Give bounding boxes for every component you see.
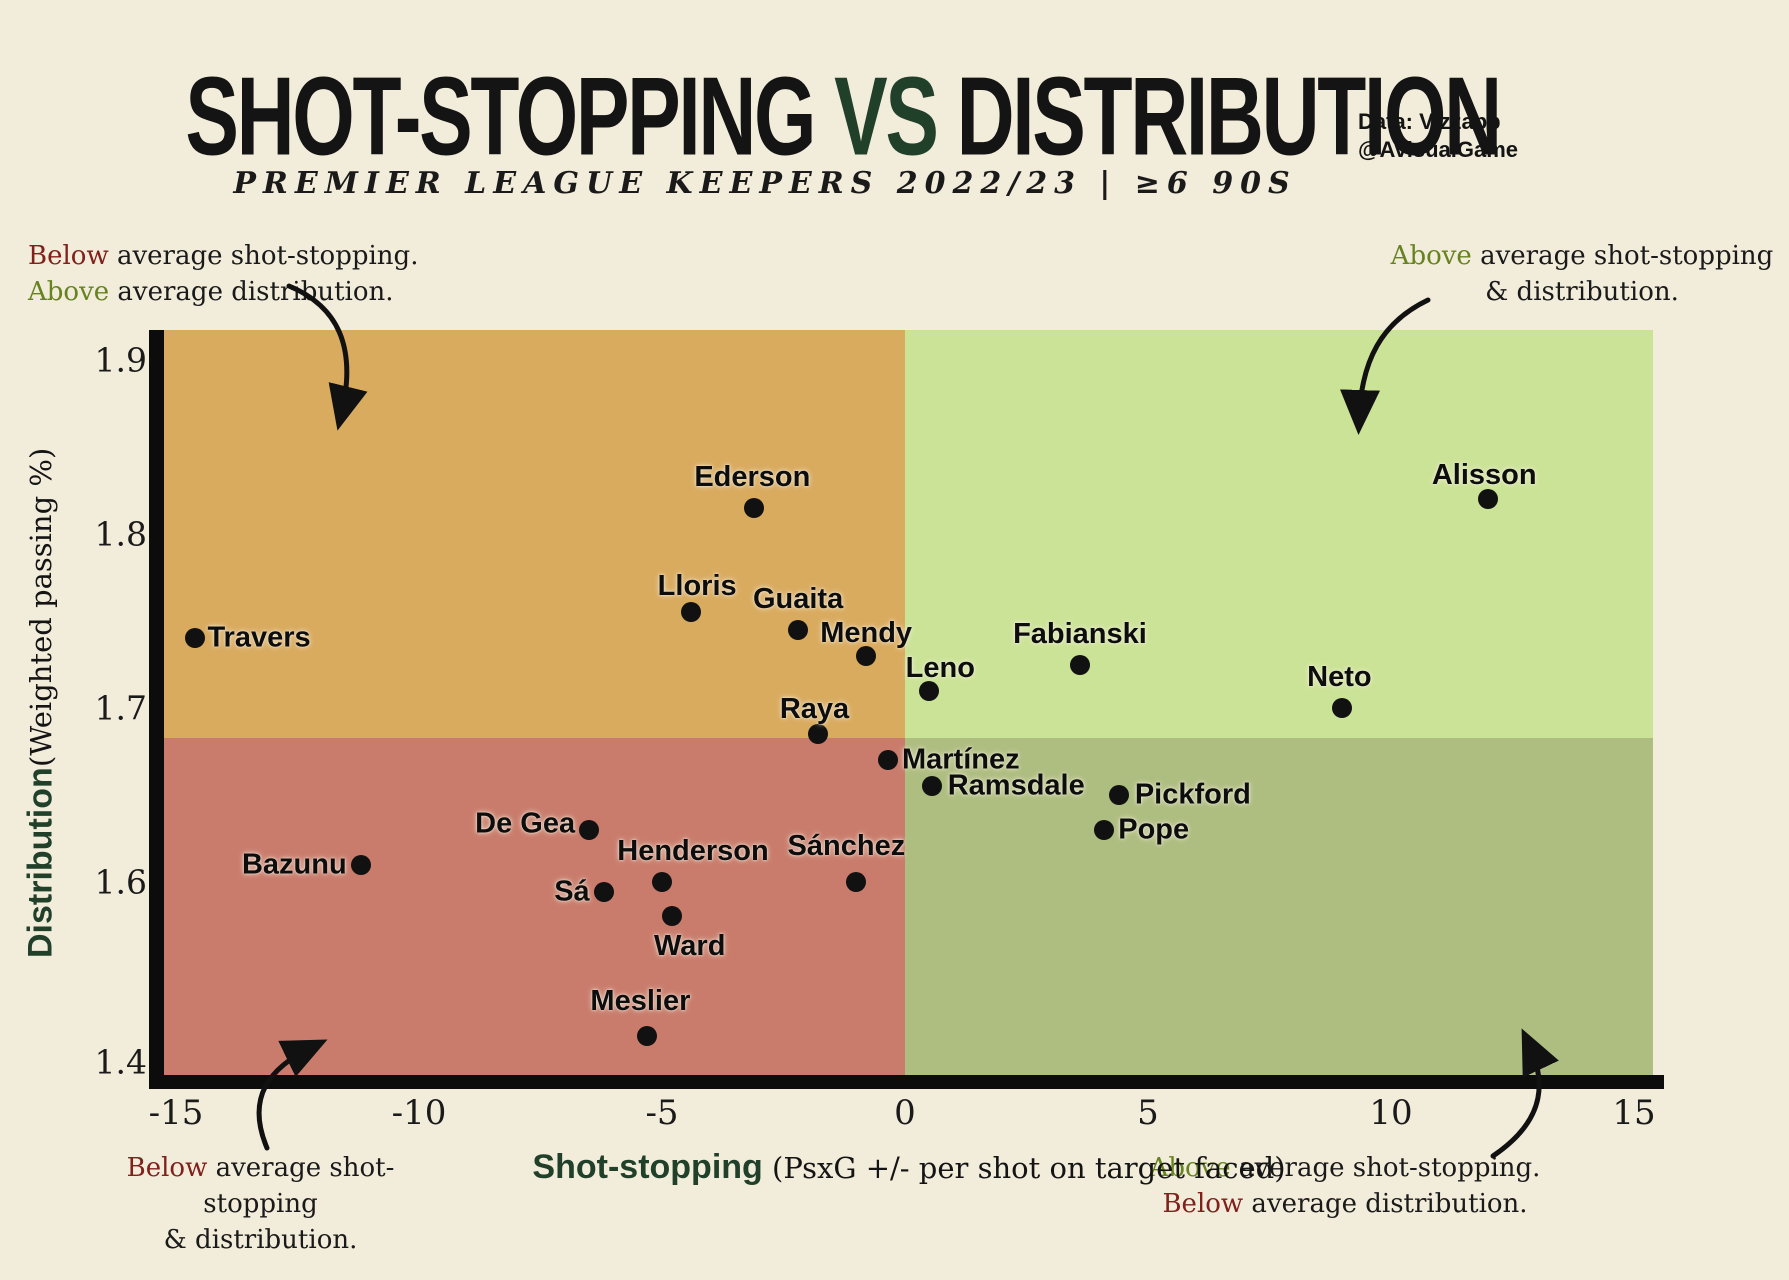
credit-source: Data: Vizzapp <box>1358 109 1501 134</box>
x-axis-title-units: (PsxG +/- per shot on target faced) <box>762 1151 1286 1185</box>
data-point-dot <box>807 724 828 745</box>
data-credit: Data: Vizzapp @AvisualGame <box>1358 108 1518 164</box>
x-tick-label: -5 <box>645 1093 679 1133</box>
y-tick-label: 1.9 <box>94 340 147 380</box>
x-tick-label: 10 <box>1369 1093 1413 1133</box>
data-point-label: Henderson <box>617 835 769 867</box>
data-point-label: Raya <box>779 693 850 726</box>
data-point-dot <box>921 776 942 797</box>
x-tick-label: 15 <box>1612 1093 1656 1133</box>
data-point-dot <box>1069 654 1090 675</box>
data-point-dot <box>856 645 877 666</box>
x-tick-label: -15 <box>148 1093 204 1133</box>
annotation-top-left: Below average shot-stopping. Above avera… <box>28 241 419 307</box>
y-axis-title-units: (Weighted passing %) <box>24 447 58 767</box>
quadrant-bottom-left <box>164 737 905 1075</box>
data-point-dot <box>593 881 614 902</box>
data-point-label: Leno <box>905 651 975 684</box>
quadrant-top-right <box>905 330 1653 738</box>
annotation-word: Below <box>28 241 109 271</box>
data-point-dot <box>846 872 867 892</box>
data-point-dot <box>919 680 940 701</box>
data-point-label: Travers <box>207 621 311 654</box>
data-point-label: Lloris <box>657 570 737 603</box>
quadrant-bottom-right <box>905 737 1653 1075</box>
plot-area: Travers Ederson Lloris Guaita Mendy Leno Fabia… <box>164 330 1653 1075</box>
quadrant-top-left <box>164 330 905 738</box>
data-point-dot <box>788 619 809 640</box>
data-point-label: Ederson <box>694 460 811 493</box>
annotation-word: Below <box>1162 1189 1244 1219</box>
data-point-label: Mendy <box>820 616 913 649</box>
data-point-label: Ward <box>654 929 726 962</box>
title-part2: DISTRIBUTION <box>956 53 1503 179</box>
data-point-label: Guaita <box>752 582 844 615</box>
data-point-dot <box>350 854 371 875</box>
y-axis-title: Distribution (Weighted passing %) <box>8 330 74 1075</box>
title-vs: VS <box>814 53 957 179</box>
x-tick-label: 0 <box>894 1093 916 1133</box>
annotation-top-right: Above average shot-stopping & distributi… <box>1390 241 1774 307</box>
data-point-dot <box>877 750 898 771</box>
data-point-label: Alisson <box>1431 459 1537 492</box>
data-point-label: Neto <box>1307 661 1372 693</box>
data-point-dot <box>1094 819 1115 840</box>
y-tick-label: 1.8 <box>94 514 147 554</box>
data-point-label: Sánchez <box>787 830 906 862</box>
data-point-label: De Gea <box>475 807 576 840</box>
data-point-label: Sá <box>554 875 590 908</box>
data-point-label: Meslier <box>590 985 691 1018</box>
annotation-word: Above <box>1149 1153 1231 1183</box>
annotation-bottom-left: Below average shot-stopping & distributi… <box>126 1153 395 1255</box>
y-tick-label: 1.7 <box>94 688 147 728</box>
title-part1: SHOT-STOPPING <box>185 53 816 179</box>
x-tick-label: -10 <box>391 1093 447 1133</box>
x-tick-label: 5 <box>1137 1093 1159 1133</box>
y-axis-line <box>149 330 164 1089</box>
y-axis-title-main: Distribution <box>21 766 60 958</box>
annotation-word: Above <box>28 277 110 307</box>
data-point-label: Fabianski <box>1013 617 1147 650</box>
data-point-dot <box>652 872 672 892</box>
chart-title: SHOT-STOPPING VS DISTRIBUTION <box>0 54 1502 178</box>
annotation-word: Above <box>1390 241 1472 271</box>
data-point-dot <box>1478 489 1499 510</box>
y-tick-label: 1.4 <box>94 1042 147 1082</box>
chart-subtitle: PREMIER LEAGUE KEEPERS 2022/23 | ≥6 90S <box>233 166 1297 201</box>
credit-handle: @AvisualGame <box>1358 137 1519 162</box>
data-point-dot <box>579 819 600 840</box>
data-point-label: Martínez <box>901 743 1020 776</box>
annotation-word: Below <box>126 1153 208 1183</box>
data-point-label: Bazunu <box>241 848 347 881</box>
x-axis-title: Shot-stopping (PsxG +/- per shot on targ… <box>164 1148 1654 1187</box>
y-tick-label: 1.6 <box>94 862 147 902</box>
data-point-dot <box>744 497 765 518</box>
data-point-dot <box>661 905 682 926</box>
data-point-dot <box>185 628 206 649</box>
x-axis-line <box>149 1075 1664 1089</box>
x-axis-title-main: Shot-stopping <box>532 1148 763 1186</box>
data-point-dot <box>1108 785 1129 805</box>
annotation-bottom-right: Above average shot-stopping. Below avera… <box>1149 1153 1541 1219</box>
data-point-label: Pickford <box>1134 778 1251 811</box>
data-point-label: Ramsdale <box>947 769 1085 802</box>
data-point-label: Pope <box>1118 813 1190 846</box>
data-point-dot <box>1332 698 1353 718</box>
data-point-dot <box>681 602 702 623</box>
data-point-dot <box>637 1026 658 1047</box>
